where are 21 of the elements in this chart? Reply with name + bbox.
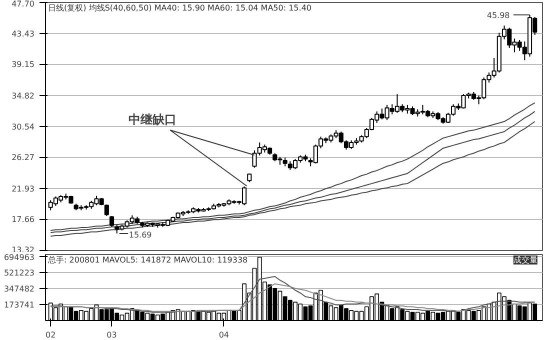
chart-title: 总手: 200801 MAVOL5: 141872 MAVOL10: 119338 xyxy=(47,256,248,264)
x-tick-label: 03 xyxy=(106,330,117,340)
y-tick-label: 39.15 xyxy=(12,60,35,70)
y-tick-label: 21.93 xyxy=(12,184,35,194)
y-tick-label: 43.43 xyxy=(12,29,35,38)
y-tick-label: 34.82 xyxy=(12,91,35,100)
y-tick-label: 26.27 xyxy=(12,153,35,162)
y-tick-label: 173741 xyxy=(4,300,35,310)
annotation: 15.69 xyxy=(128,230,152,240)
y-tick-label: 17.66 xyxy=(12,215,35,224)
y-tick-label: 347482 xyxy=(4,284,35,294)
y-tick-label: 521223 xyxy=(4,268,35,278)
annotation: 成交量 xyxy=(513,256,538,264)
annotation: 中继缺口 xyxy=(128,112,176,126)
x-tick-label: 04 xyxy=(218,330,230,340)
annotation: 45.98 xyxy=(486,10,510,20)
y-tick-label: 47.70 xyxy=(12,0,35,8)
x-tick-label: 02 xyxy=(46,330,56,340)
y-tick-label: 30.54 xyxy=(12,122,35,132)
y-tick-label: 694963 xyxy=(4,252,35,262)
chart-title: 日线(复权) 均线S(40,60,50) MA40: 15.90 MA60: 15.04 MA50: 15.40 xyxy=(48,4,312,12)
